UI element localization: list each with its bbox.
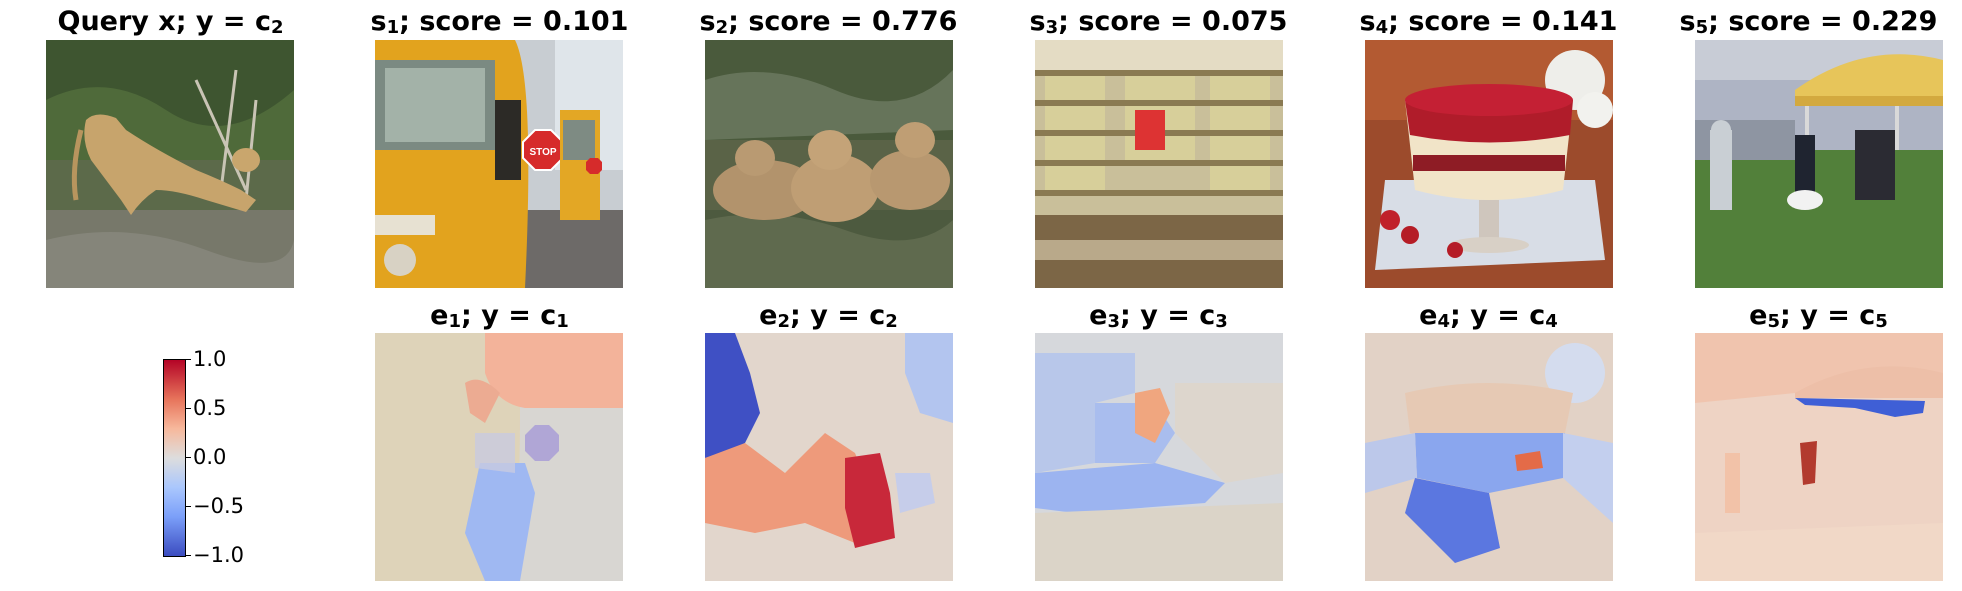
query-title: Query x; y = c2 (57, 6, 284, 38)
s1-title: s1; score = 0.101 (370, 6, 629, 38)
colorbar-tick-mark (185, 457, 191, 458)
colorbar-tick-mark (185, 359, 191, 360)
colorbar-tick-label: 0.0 (193, 445, 227, 469)
e1-heatmap (375, 333, 623, 581)
s4-image (1365, 40, 1613, 288)
s1-image: STOP (375, 40, 623, 288)
colorbar-tick-label: 1.0 (193, 347, 227, 371)
s2-title: s2; score = 0.776 (699, 6, 958, 38)
s2-image (705, 40, 953, 288)
colorbar-tick-label: 0.5 (193, 396, 227, 420)
colorbar (163, 359, 186, 557)
colorbar-tick-mark (185, 555, 191, 556)
e3-heatmap (1035, 333, 1283, 581)
colorbar-tick-mark (185, 408, 191, 409)
s5-title: s5; score = 0.229 (1679, 6, 1938, 38)
svg-text:STOP: STOP (529, 147, 556, 158)
query-image (46, 40, 294, 288)
e1-title: e1; y = c1 (430, 300, 569, 332)
e5-heatmap (1695, 333, 1943, 581)
e4-title: e4; y = c4 (1419, 300, 1558, 332)
colorbar-tick-label: −1.0 (193, 543, 244, 567)
e3-title: e3; y = c3 (1089, 300, 1228, 332)
colorbar-tick-label: −0.5 (193, 494, 244, 518)
e2-heatmap (705, 333, 953, 581)
s3-image (1035, 40, 1283, 288)
e4-heatmap (1365, 333, 1613, 581)
s5-image (1695, 40, 1943, 288)
e5-title: e5; y = c5 (1749, 300, 1888, 332)
s4-title: s4; score = 0.141 (1359, 6, 1618, 38)
e2-title: e2; y = c2 (759, 300, 898, 332)
colorbar-tick-mark (185, 506, 191, 507)
s3-title: s3; score = 0.075 (1029, 6, 1288, 38)
